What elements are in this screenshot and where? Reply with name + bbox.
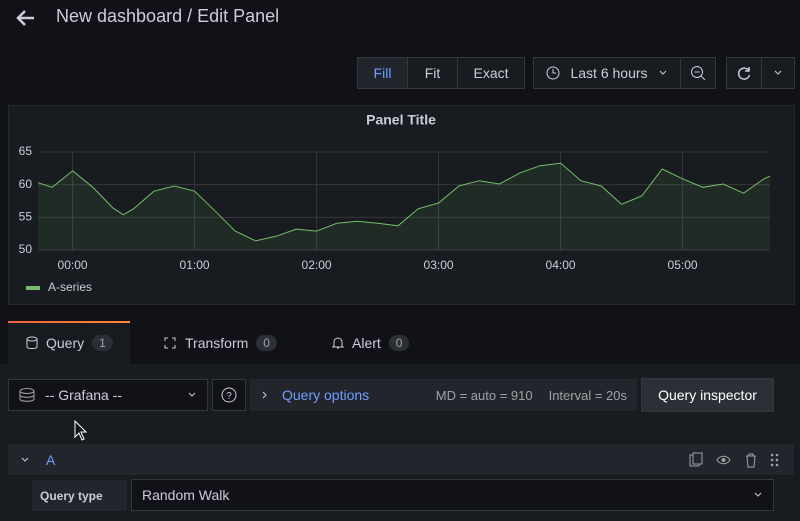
label: Query (46, 335, 85, 351)
clock-icon (546, 66, 560, 80)
query-type-label: Query type (32, 480, 127, 511)
transform-tab[interactable]: Transform 0 (163, 323, 277, 363)
exact-button[interactable]: Exact (457, 57, 525, 89)
chevron (659, 70, 666, 75)
chart-title: Panel Title (366, 112, 436, 128)
chevron (21, 457, 29, 462)
alert-tab[interactable]: Alert 0 (332, 323, 410, 363)
refresh[interactable] (726, 57, 762, 89)
chevron (188, 392, 196, 397)
refresh-interval[interactable] (761, 57, 795, 89)
label: Query options (282, 387, 370, 403)
x-tick-label: 02:00 (302, 258, 332, 272)
interval: Interval = 20s (548, 387, 627, 403)
time-picker[interactable]: Last 6 hours (533, 57, 681, 89)
label: Fill (373, 65, 392, 81)
label: Last 6 hours (570, 65, 648, 81)
count: 1 (92, 335, 113, 351)
count: 0 (256, 335, 277, 351)
series-line (37, 162, 771, 242)
max-datapoints: MD = auto = 910 (435, 387, 533, 403)
x-tick-label: 03:00 (424, 258, 454, 272)
page-title: New dashboard / Edit Panel (56, 6, 280, 26)
chevron (754, 492, 762, 497)
db-icon (26, 336, 38, 349)
y-tick-label: 50 (19, 242, 33, 256)
datasource-picker[interactable]: -- Grafana -- (8, 379, 208, 411)
legend-swatch (26, 286, 40, 290)
query-tab[interactable]: Query 1 (26, 323, 113, 363)
refresh-icon (737, 67, 751, 80)
x-tick-label: 00:00 (58, 258, 88, 272)
x-tick-label: 01:00 (180, 258, 210, 272)
db-icon (19, 388, 35, 402)
label: Exact (473, 65, 509, 81)
label: Transform (185, 335, 249, 351)
x-tick-label: 04:00 (546, 258, 576, 272)
refid: A (46, 451, 56, 468)
back-arrow[interactable] (14, 6, 38, 30)
bell-icon (332, 337, 344, 349)
label: Random Walk (142, 487, 230, 503)
transform-icon (164, 337, 176, 349)
chevron (262, 391, 267, 399)
query-options[interactable]: Query options MD = auto = 910 Interval =… (250, 379, 637, 411)
y-tick-label: 55 (19, 210, 33, 224)
zoom-icon (691, 66, 706, 81)
query-row-header[interactable]: A (8, 444, 794, 475)
cursor (74, 420, 88, 441)
y-tick-label: 65 (19, 144, 33, 158)
label: Query type (40, 488, 103, 503)
svg-text:?: ? (226, 391, 232, 402)
active-tab-indicator (8, 321, 130, 323)
panel: Panel Title 50 55 60 65 00:00 01:00 02:00 03:00… (8, 105, 795, 305)
legend-label: A-series (48, 280, 92, 294)
fill-button[interactable]: Fill (357, 57, 408, 89)
fit-button[interactable]: Fit (407, 57, 458, 89)
chevron (774, 70, 782, 75)
help-icon: ? (221, 387, 237, 403)
help-button[interactable]: ? (212, 379, 246, 411)
chart: Panel Title 50 55 60 65 00:00 01:00 02:00 03:00… (19, 112, 771, 294)
label: Query inspector (658, 387, 757, 403)
count: 0 (388, 335, 410, 351)
label: -- Grafana -- (45, 387, 123, 403)
y-tick-label: 60 (19, 177, 33, 191)
x-tick-label: 05:00 (668, 258, 698, 272)
zoom-out[interactable] (680, 57, 716, 89)
label: Alert (352, 335, 381, 351)
row-actions[interactable] (688, 452, 780, 468)
query-inspector[interactable]: Query inspector (641, 378, 774, 412)
series-area (38, 163, 770, 250)
label: Fit (424, 65, 441, 81)
query-type-select[interactable]: Random Walk (131, 479, 774, 511)
